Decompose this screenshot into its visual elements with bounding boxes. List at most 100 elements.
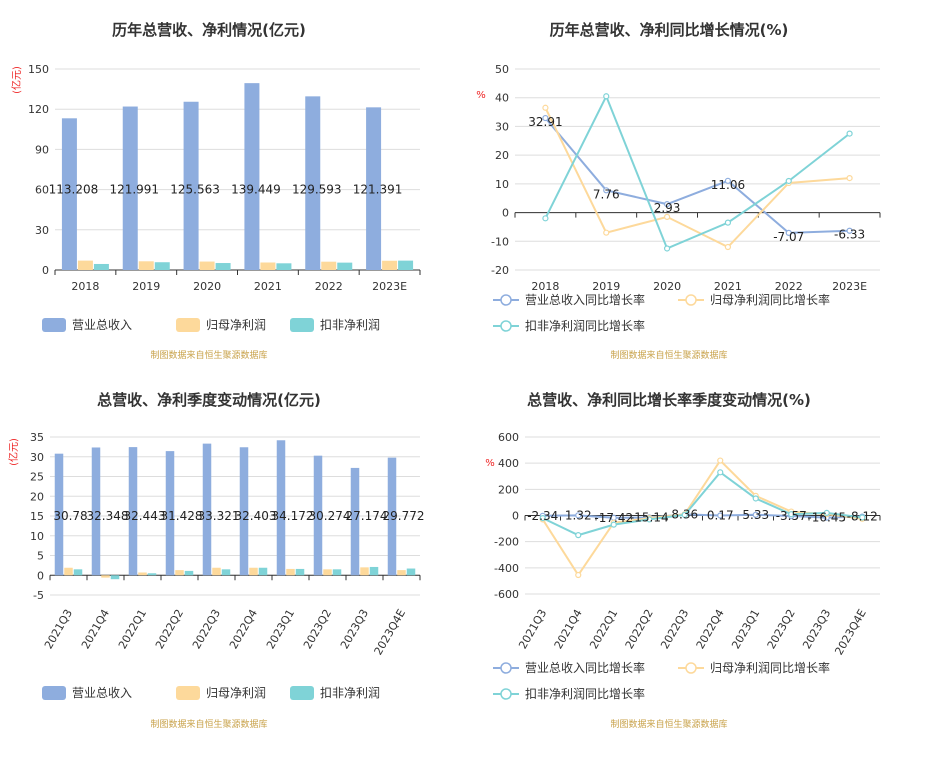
data-point (752, 511, 759, 518)
x-tick-label: 2023Q1 (264, 607, 297, 651)
bar (91, 447, 101, 576)
y-tick-label: 200 (498, 483, 519, 496)
data-label: 30.274 (309, 509, 351, 523)
data-label: 121.991 (109, 183, 159, 197)
bar (239, 447, 249, 576)
legend-label: 扣非净利润 (320, 318, 380, 332)
legend-label: 归母净利润同比增长率 (710, 660, 830, 675)
x-tick-label: 2019 (592, 280, 620, 293)
bar (286, 568, 295, 576)
y-tick-label: 30 (495, 120, 509, 133)
data-label: 139.449 (231, 183, 281, 197)
bar (77, 260, 93, 270)
data-label: 32.403 (235, 509, 277, 523)
x-tick-label: 2023Q2 (301, 607, 334, 651)
bar (154, 262, 170, 270)
data-label: -2.34 (527, 509, 558, 523)
data-point (603, 93, 610, 100)
x-tick-label: 2021Q4 (552, 607, 585, 651)
bar (387, 457, 397, 576)
data-label: 2.93 (654, 201, 681, 215)
bar (128, 447, 138, 576)
x-tick-label: 2022Q4 (227, 607, 260, 651)
bar (276, 440, 286, 576)
data-point (846, 227, 853, 234)
annual-growth-chart: 历年总营收、净利同比增长情况(%) -20 -10 0 10 20 30 40 50% 2018… (465, 0, 929, 379)
x-tick-label: 2022Q1 (587, 607, 620, 651)
bar (175, 570, 184, 576)
bar (323, 569, 332, 576)
y-tick-label: 150 (28, 63, 49, 76)
chart-title: 总营收、净利同比增长率季度变动情况(%) (527, 391, 811, 409)
bar (313, 455, 323, 576)
legend-swatch (290, 686, 314, 700)
bar (258, 567, 268, 576)
y-tick-label: 50 (495, 63, 509, 76)
bar (199, 261, 215, 270)
legend-marker (685, 294, 697, 306)
series-line (544, 107, 850, 249)
y-tick-label: 600 (498, 431, 519, 444)
data-point (575, 512, 582, 519)
data-point (610, 521, 617, 528)
bar (73, 569, 83, 576)
x-tick-label: 2022 (775, 280, 803, 293)
bar (337, 262, 353, 270)
y-tick-label: 10 (495, 178, 509, 191)
source-note: 制图数据来自恒生聚源数据库 (610, 718, 727, 730)
bar (212, 567, 221, 576)
legend-swatch (176, 686, 200, 700)
x-tick-label: 2022Q4 (694, 607, 727, 651)
bar (406, 568, 416, 576)
y-unit-label: % (476, 90, 486, 101)
data-label: 5.33 (742, 508, 769, 522)
data-point (539, 515, 546, 522)
bar (332, 569, 342, 576)
x-tick-label: 2022Q2 (623, 607, 656, 651)
data-label: 32.443 (124, 509, 166, 523)
annual-revenue-profit-svg: 历年总营收、净利情况(亿元) 0 30 60 90 120 150 (亿元) 2018 113.… (10, 21, 421, 361)
x-tick-label: 2022Q3 (658, 607, 691, 651)
data-label: 33.321 (198, 509, 240, 523)
y-tick-label: -5 (33, 589, 44, 602)
data-point (717, 512, 724, 519)
bar (202, 443, 212, 576)
bar (244, 83, 260, 270)
bar (249, 567, 258, 576)
y-tick-label: -200 (494, 536, 519, 549)
legend-label: 归母净利润 (206, 686, 266, 700)
data-point (717, 457, 724, 464)
legend-marker (685, 662, 697, 674)
y-tick-label: 15 (30, 510, 44, 523)
data-label: -6.33 (834, 228, 865, 242)
series-line (544, 117, 850, 234)
data-point (788, 511, 795, 518)
bar (382, 260, 398, 270)
x-tick-label: 2022Q3 (190, 607, 223, 651)
bar (369, 566, 379, 576)
y-tick-label: 60 (35, 184, 49, 197)
legend-swatch (42, 318, 66, 332)
data-point (575, 571, 582, 579)
bar (321, 261, 337, 270)
quarterly-growth-svg: 总营收、净利同比增长率季度变动情况(%) -600 -400 -200 0 200 400… (485, 391, 881, 730)
y-tick-label: -10 (491, 235, 509, 248)
bar (183, 101, 199, 271)
data-point (542, 114, 549, 122)
bar (138, 572, 147, 576)
data-label: 125.563 (170, 183, 220, 197)
x-tick-label: 2021Q3 (42, 607, 75, 651)
x-tick-label: 2023E (372, 280, 407, 293)
x-tick-label: 2020 (653, 280, 681, 293)
series-line (544, 93, 851, 250)
x-tick-label: 2022Q1 (116, 607, 149, 651)
source-note: 制图数据来自恒生聚源数据库 (150, 718, 267, 730)
bar (184, 570, 194, 576)
data-label: 0.17 (707, 508, 734, 522)
x-tick-label: 2023Q4E (372, 607, 409, 657)
data-point (752, 495, 759, 502)
legend-label: 营业总收入 (72, 686, 132, 700)
data-point (724, 177, 732, 184)
legend-label: 扣非净利润同比增长率 (525, 686, 645, 701)
data-point (603, 187, 610, 194)
